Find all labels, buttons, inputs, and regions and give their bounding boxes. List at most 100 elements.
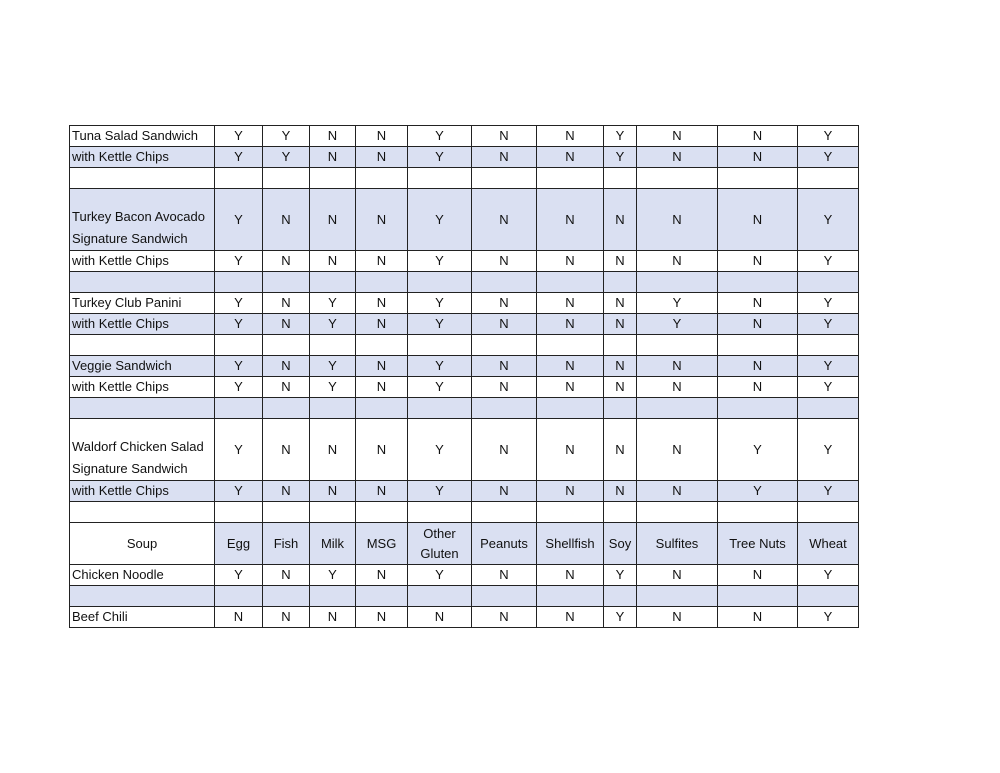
allergen-value-cell: [536, 585, 604, 607]
allergen-value-cell: [636, 167, 718, 189]
allergen-value-cell: N: [309, 606, 356, 628]
allergen-value-cell: [797, 271, 859, 293]
allergen-value-cell: [214, 334, 263, 356]
allergen-value-cell: [471, 585, 537, 607]
allergen-value-cell: N: [636, 188, 718, 251]
allergen-value-cell: N: [536, 250, 604, 272]
menu-item-row: Turkey Club Panini Y N Y N Y N N N Y N Y: [69, 292, 859, 314]
allergen-value-cell: [536, 334, 604, 356]
allergen-value-cell: [355, 334, 408, 356]
allergen-value-cell: N: [262, 355, 310, 377]
item-name-line: Beef Chili: [72, 609, 128, 624]
allergen-value-cell: N: [536, 125, 604, 147]
allergen-value-cell: [636, 334, 718, 356]
allergen-value-cell: [603, 271, 637, 293]
allergen-value-cell: N: [262, 292, 310, 314]
allergen-value-cell: [309, 167, 356, 189]
allergen-value-cell: Y: [603, 146, 637, 168]
allergen-value-cell: N: [536, 376, 604, 398]
item-name-cell: Turkey Bacon Avocado Signature Sandwich: [69, 188, 215, 251]
allergen-value-cell: Y: [214, 250, 263, 272]
allergen-value-cell: Y: [407, 292, 472, 314]
allergen-header: MSG: [355, 522, 408, 565]
allergen-value-cell: N: [717, 125, 798, 147]
allergen-value-cell: N: [636, 606, 718, 628]
allergen-value-cell: N: [471, 313, 537, 335]
allergen-value-cell: [717, 501, 798, 523]
allergen-value-cell: N: [636, 146, 718, 168]
item-name-line: Chicken Noodle: [72, 567, 164, 582]
allergen-value-cell: N: [603, 188, 637, 251]
allergen-value-cell: N: [262, 564, 310, 586]
item-name-line: with Kettle Chips: [72, 253, 169, 268]
allergen-value-cell: N: [471, 292, 537, 314]
allergen-header: Other Gluten: [407, 522, 472, 565]
allergen-value-cell: N: [536, 418, 604, 481]
allergen-value-cell: Y: [603, 606, 637, 628]
allergen-value-cell: Y: [309, 313, 356, 335]
allergen-value-cell: N: [355, 146, 408, 168]
item-name-cell: [69, 397, 215, 419]
allergen-value-cell: N: [471, 146, 537, 168]
allergen-value-cell: N: [536, 188, 604, 251]
allergen-value-cell: Y: [797, 606, 859, 628]
allergen-value-cell: N: [262, 480, 310, 502]
allergen-value-cell: N: [309, 125, 356, 147]
soup-header-row: Soup Egg Fish Milk MSG Other Gluten Peanuts She…: [69, 522, 859, 565]
menu-item-row: with Kettle Chips Y N N N Y N N N N Y Y: [69, 480, 859, 502]
allergen-value-cell: [471, 334, 537, 356]
allergen-value-cell: Y: [214, 355, 263, 377]
allergen-value-cell: [717, 271, 798, 293]
allergen-value-cell: Y: [214, 418, 263, 481]
allergen-value-cell: Y: [214, 564, 263, 586]
allergen-value-cell: N: [717, 564, 798, 586]
allergen-value-cell: [262, 334, 310, 356]
allergen-value-cell: N: [355, 313, 408, 335]
allergen-value-cell: Y: [603, 564, 637, 586]
allergen-value-cell: Y: [214, 376, 263, 398]
allergen-value-cell: N: [717, 376, 798, 398]
item-name-cell: [69, 167, 215, 189]
allergen-value-cell: [262, 585, 310, 607]
allergen-value-cell: [214, 167, 263, 189]
allergen-value-cell: [309, 585, 356, 607]
item-name-line: Tuna Salad Sandwich: [72, 128, 198, 143]
allergen-value-cell: N: [717, 292, 798, 314]
allergen-value-cell: N: [717, 188, 798, 251]
allergen-value-cell: N: [355, 376, 408, 398]
allergen-value-cell: Y: [797, 313, 859, 335]
allergen-value-cell: [717, 167, 798, 189]
allergen-header: Egg: [214, 522, 263, 565]
allergen-header: Fish: [262, 522, 310, 565]
allergen-value-cell: Y: [214, 146, 263, 168]
allergen-value-cell: N: [262, 376, 310, 398]
allergen-value-cell: [407, 501, 472, 523]
item-name-line: with Kettle Chips: [72, 149, 169, 164]
allergen-value-cell: N: [471, 480, 537, 502]
allergen-value-cell: [471, 271, 537, 293]
spacer-row: [69, 334, 859, 356]
menu-item-row: with Kettle Chips Y N Y N Y N N N Y N Y: [69, 313, 859, 335]
allergen-value-cell: N: [355, 480, 408, 502]
allergen-value-cell: [797, 397, 859, 419]
allergen-value-cell: Y: [797, 355, 859, 377]
menu-item-row: Tuna Salad Sandwich Y Y N N Y N N Y N N Y: [69, 125, 859, 147]
allergen-value-cell: N: [262, 250, 310, 272]
allergen-value-cell: Y: [309, 355, 356, 377]
allergen-value-cell: [797, 334, 859, 356]
allergen-header: Peanuts: [471, 522, 537, 565]
allergen-value-cell: [214, 585, 263, 607]
allergen-value-cell: [309, 501, 356, 523]
allergen-value-cell: N: [636, 125, 718, 147]
allergen-value-cell: N: [355, 188, 408, 251]
allergen-value-cell: N: [309, 146, 356, 168]
allergen-value-cell: N: [471, 606, 537, 628]
allergen-value-cell: Y: [214, 480, 263, 502]
allergen-value-cell: [471, 167, 537, 189]
allergen-value-cell: Y: [603, 125, 637, 147]
allergen-value-cell: N: [717, 355, 798, 377]
menu-item-row: Veggie Sandwich Y N Y N Y N N N N N Y: [69, 355, 859, 377]
allergen-value-cell: N: [536, 355, 604, 377]
allergen-value-cell: Y: [797, 564, 859, 586]
